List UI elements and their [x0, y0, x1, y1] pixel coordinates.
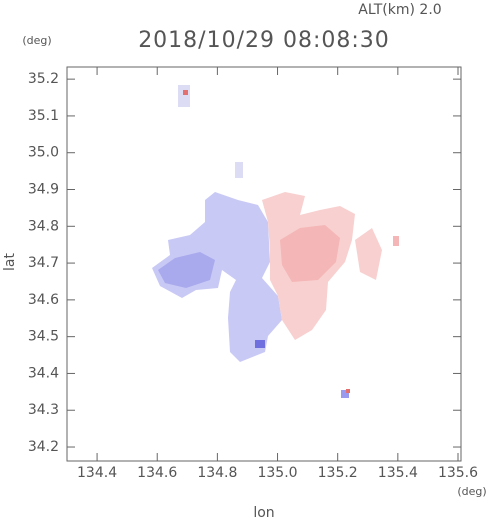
x-tick-label: 135.2 [318, 465, 358, 481]
x-tick-label: 134.4 [77, 465, 117, 481]
chart-title: 2018/10/29 08:08:30 [138, 28, 390, 53]
y-axis-label: lat [2, 253, 18, 271]
x-tick-label: 135.6 [438, 465, 478, 481]
echo-fragment [178, 85, 190, 107]
x-tick-label: 134.8 [197, 465, 237, 481]
x-axis-label: lon [253, 505, 274, 521]
x-tick-label: 134.6 [137, 465, 177, 481]
echo-fragment [235, 162, 243, 178]
echo-field [152, 85, 399, 398]
echo-negative-strong [158, 252, 215, 288]
chart-subtitle: ALT(km) 2.0 [358, 2, 441, 18]
y-tick-label: 34.2 [28, 439, 59, 455]
echo-positive-strong [280, 225, 340, 282]
y-tick-label: 34.6 [28, 292, 59, 308]
y-tick-label: 34.9 [28, 182, 59, 198]
y-tick-label: 35.1 [28, 108, 59, 124]
x-unit: (deg) [457, 485, 486, 498]
echo-negative [152, 192, 282, 362]
y-tick-label: 34.5 [28, 329, 59, 345]
echo-fragment [393, 236, 399, 246]
y-tick-label: 34.7 [28, 255, 59, 271]
echo-fragment [183, 90, 188, 95]
x-tick-label: 135.4 [378, 465, 418, 481]
echo-fragment [346, 389, 350, 393]
plot-frame [66, 66, 462, 462]
y-unit: (deg) [22, 34, 51, 47]
echo-fragment [255, 340, 265, 348]
y-tick-label: 35.2 [28, 71, 59, 87]
y-tick-label: 34.3 [28, 402, 59, 418]
x-tick-label: 135.0 [257, 465, 297, 481]
axes: 134.4 134.6 134.8 135.0 135.2 135.4 135.6 34.2 3… [28, 67, 478, 481]
y-tick-label: 34.8 [28, 218, 59, 234]
echo-fragment [355, 228, 382, 280]
echo-fragment [341, 390, 349, 398]
y-tick-label: 34.4 [28, 365, 59, 381]
y-tick-label: 35.0 [28, 145, 59, 161]
